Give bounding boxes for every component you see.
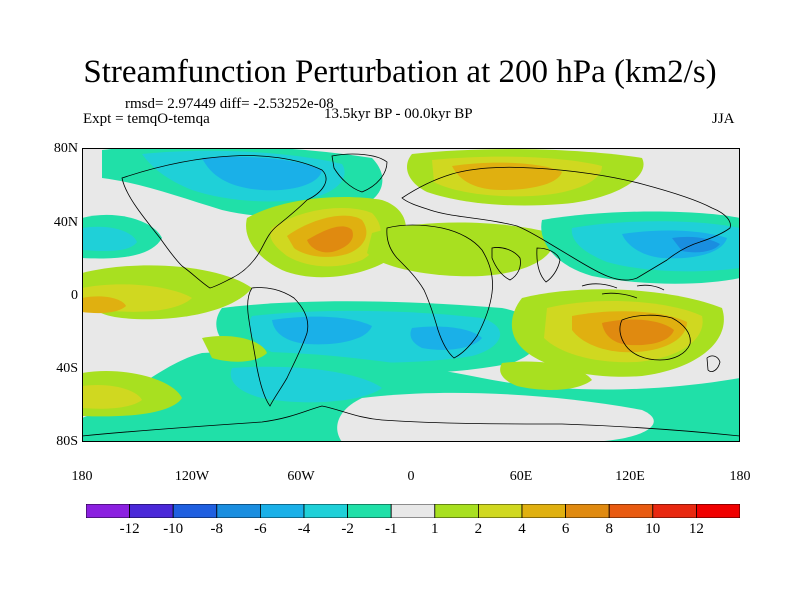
new-zealand-coast bbox=[706, 355, 721, 372]
colorbar-label: 2 bbox=[474, 521, 483, 537]
streamfunction-map bbox=[82, 148, 740, 442]
lat-label-40s: 40S bbox=[56, 361, 78, 376]
colorbar-swatch-7 bbox=[390, 504, 436, 518]
map-frame bbox=[82, 148, 740, 442]
coastlines bbox=[82, 153, 740, 437]
colorbar-swatch-6 bbox=[347, 504, 392, 518]
lon-label-0: 0 bbox=[407, 469, 415, 484]
colorbar-swatch-14 bbox=[696, 504, 740, 518]
lat-label-0: 0 bbox=[71, 288, 78, 303]
colorbar-label: -10 bbox=[163, 521, 184, 537]
colorbar-swatch-3 bbox=[216, 504, 261, 518]
lat-label-80n: 80N bbox=[53, 141, 78, 156]
colorbar-swatch-2 bbox=[172, 504, 218, 518]
colorbar-swatch-9 bbox=[477, 504, 523, 518]
colorbar-swatch-12 bbox=[608, 504, 654, 518]
lat-label-80s: 80S bbox=[56, 434, 78, 449]
eurasia-coast bbox=[401, 166, 731, 281]
arabia-coast bbox=[491, 247, 521, 281]
colorbar-swatch-13 bbox=[652, 504, 697, 518]
contour-pos-indian-south bbox=[500, 361, 592, 390]
map-title: Streamfunction Perturbation at 200 hPa (… bbox=[83, 54, 717, 90]
colorbar-swatch-10 bbox=[521, 504, 566, 518]
colorbar-swatch-8 bbox=[434, 504, 479, 518]
lon-label-120e: 120E bbox=[615, 469, 645, 484]
lon-label-180e: 180 bbox=[729, 469, 751, 484]
antarctica-coast bbox=[82, 405, 740, 437]
colorbar-swatch-5 bbox=[303, 504, 348, 518]
colorbar-label: 8 bbox=[605, 521, 613, 537]
contour-pos-atlantic-core bbox=[307, 226, 353, 253]
colorbar-label: 6 bbox=[561, 521, 570, 537]
colorbar-swatches bbox=[86, 504, 740, 518]
contour-neg-south-atlantic-core2 bbox=[410, 326, 482, 350]
colorbar-swatch-0 bbox=[86, 504, 130, 518]
season-label: JJA bbox=[712, 111, 735, 127]
contour-neg-southern-ocean-mid bbox=[230, 366, 382, 403]
colorbar-label: -1 bbox=[384, 521, 398, 537]
lon-label-120w: 120W bbox=[174, 469, 210, 484]
colorbar-label: -12 bbox=[119, 521, 140, 537]
colorbar-label: -6 bbox=[254, 521, 267, 537]
colorbar-swatch-4 bbox=[259, 504, 305, 518]
africa-coast bbox=[386, 224, 493, 359]
experiment-label: Expt = temqO-temqa bbox=[83, 111, 210, 127]
north-america-coast bbox=[121, 155, 327, 289]
colorbar-label: 12 bbox=[688, 521, 704, 537]
greenland-coast bbox=[331, 153, 388, 193]
contour-pos-tropics-west-core bbox=[82, 296, 126, 314]
colorbar-label: -2 bbox=[341, 521, 354, 537]
colorbar-label: -8 bbox=[210, 521, 224, 537]
lat-label-40n: 40N bbox=[53, 215, 78, 230]
colorbar-swatch-1 bbox=[129, 504, 174, 518]
map-panel bbox=[82, 148, 740, 442]
contour-pos-africa bbox=[367, 222, 554, 277]
colorbar-label: -4 bbox=[297, 521, 311, 537]
indonesia-coast bbox=[581, 283, 665, 299]
stats-label: rmsd= 2.97449 diff= -2.53252e-08 bbox=[125, 96, 334, 112]
colorbar bbox=[86, 504, 740, 518]
contour-pos-eurasia-core bbox=[452, 162, 562, 190]
lon-label-180w: 180 bbox=[71, 469, 93, 484]
colorbar-label: 1 bbox=[431, 521, 439, 537]
contour-neg-south-atlantic-core1 bbox=[272, 316, 372, 345]
contour-pos-southeast-pacific bbox=[202, 335, 267, 362]
contour-pos-south-pacific-mid bbox=[82, 384, 142, 409]
colorbar-label: 10 bbox=[645, 521, 661, 537]
south-america-coast bbox=[247, 287, 309, 407]
contour-neg-arctic-core bbox=[202, 156, 322, 191]
colorbar-swatch-11 bbox=[565, 504, 610, 518]
period-label: 13.5kyr BP - 00.0kyr BP bbox=[324, 106, 473, 122]
colorbar-label: 4 bbox=[518, 521, 526, 537]
lon-label-60w: 60W bbox=[287, 469, 315, 484]
contour-neutral-antarctic bbox=[337, 392, 654, 442]
contour-neg-westpacific-mid bbox=[82, 226, 137, 252]
india-coast bbox=[536, 247, 561, 283]
australia-coast bbox=[619, 314, 691, 361]
lon-label-60e: 60E bbox=[509, 469, 533, 484]
